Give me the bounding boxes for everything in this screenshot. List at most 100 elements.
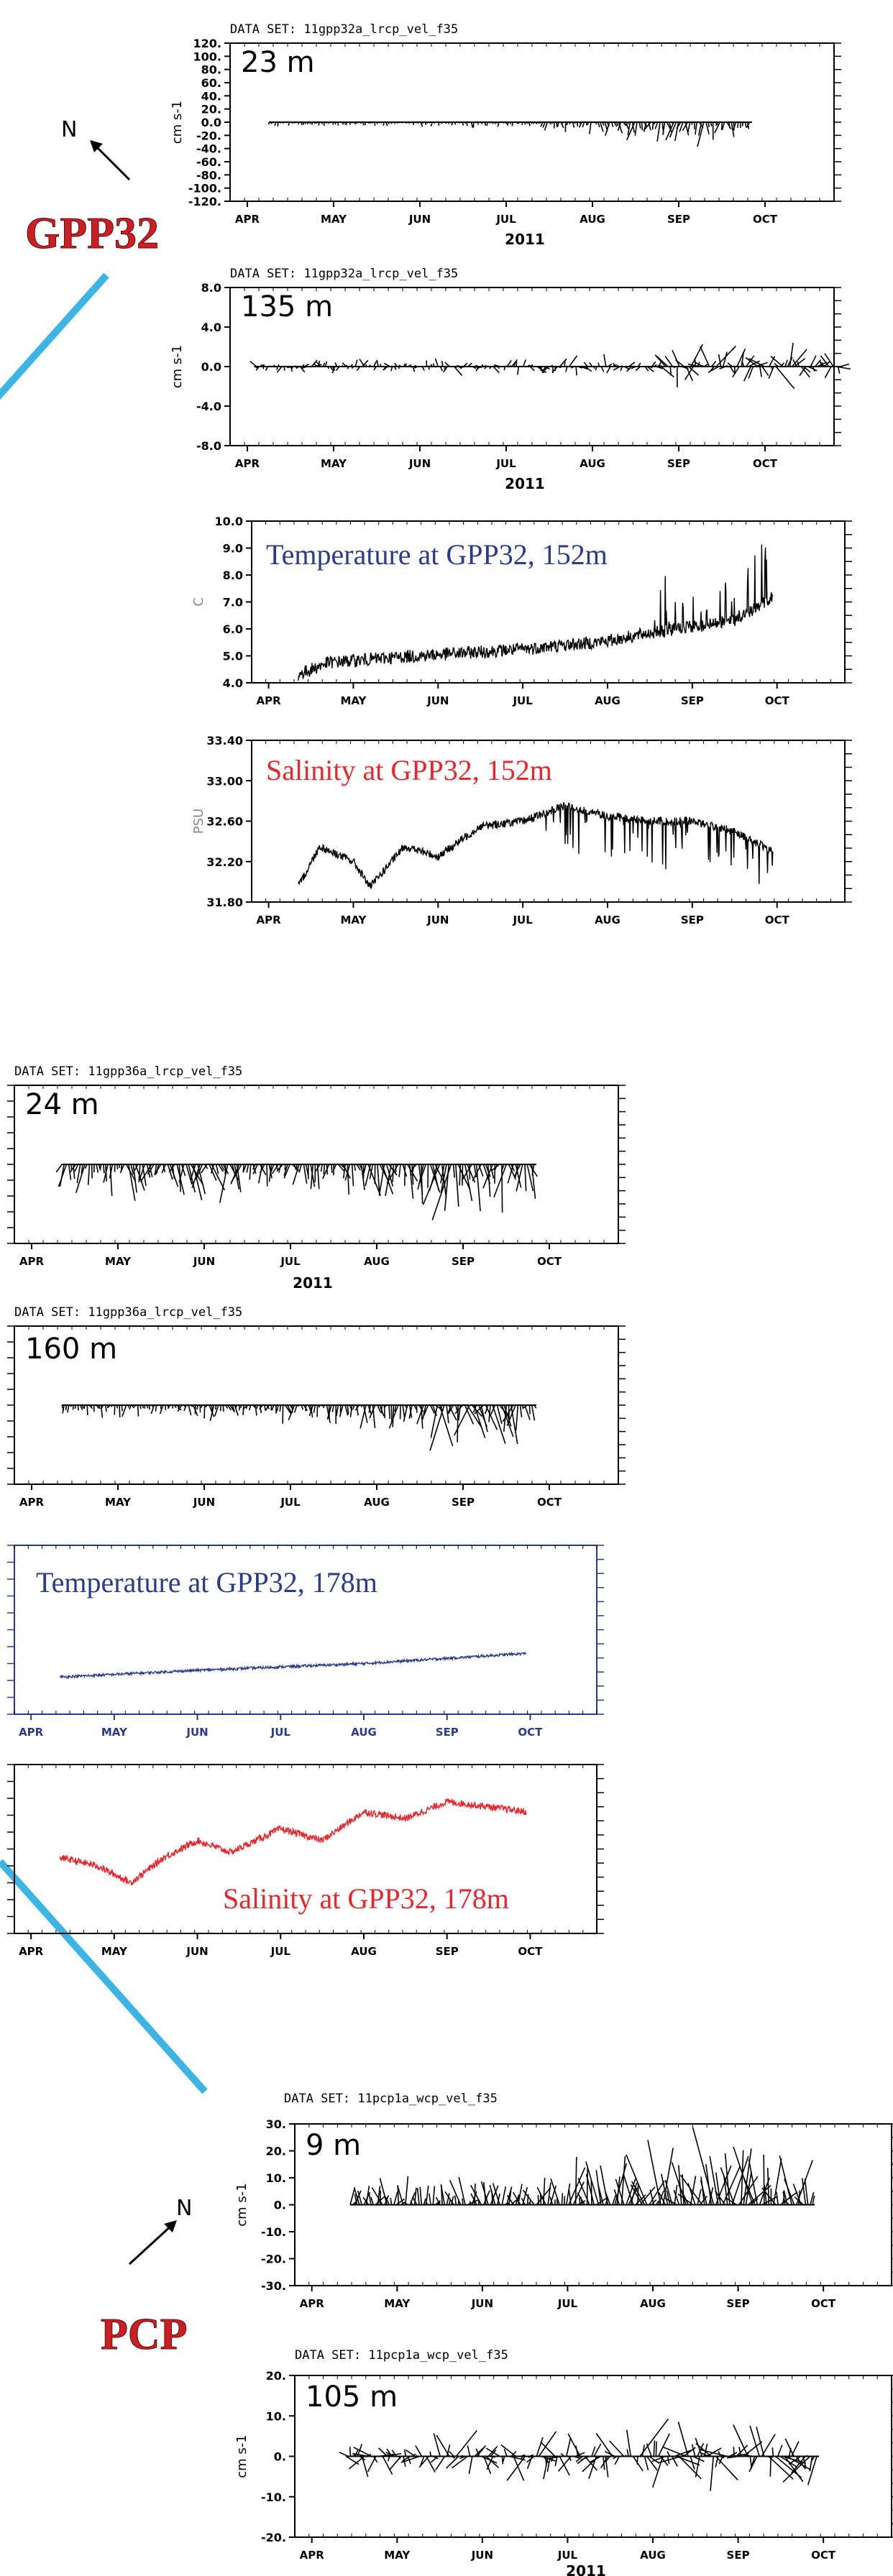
velocity-stick bbox=[62, 1404, 65, 1414]
velocity-stick bbox=[168, 1164, 175, 1173]
velocity-stick bbox=[443, 366, 448, 373]
velocity-stick bbox=[526, 121, 528, 124]
velocity-stick bbox=[715, 121, 718, 126]
y-tick-label: 20. bbox=[266, 2145, 286, 2158]
velocity-stick bbox=[335, 366, 340, 372]
velocity-stick bbox=[291, 121, 293, 124]
velocity-stick bbox=[278, 364, 280, 367]
velocity-stick bbox=[255, 366, 260, 371]
y-axis-label: PSU bbox=[191, 809, 206, 834]
velocity-stick bbox=[490, 2185, 499, 2205]
velocity-stick bbox=[288, 1404, 296, 1421]
velocity-stick bbox=[605, 2191, 611, 2205]
velocity-stick bbox=[475, 366, 480, 372]
x-tick-label: SEP bbox=[727, 2549, 750, 2562]
velocity-stick bbox=[633, 2455, 636, 2458]
velocity-stick bbox=[356, 366, 361, 372]
y-tick-label: -20. bbox=[196, 129, 221, 142]
velocity-stick bbox=[583, 362, 588, 367]
velocity-stick bbox=[478, 1164, 484, 1177]
velocity-stick bbox=[485, 2455, 500, 2468]
velocity-stick bbox=[695, 121, 697, 135]
velocity-stick bbox=[119, 1164, 125, 1174]
velocity-stick bbox=[246, 1164, 249, 1173]
velocity-stick bbox=[444, 362, 450, 367]
velocity-stick bbox=[770, 355, 784, 367]
velocity-stick bbox=[714, 121, 720, 134]
velocity-stick bbox=[743, 2148, 752, 2205]
y-tick-label: 32.20 bbox=[206, 855, 243, 869]
velocity-stick bbox=[520, 2454, 526, 2457]
velocity-stick bbox=[380, 121, 383, 124]
velocity-stick bbox=[178, 1164, 185, 1183]
velocity-stick bbox=[799, 366, 807, 377]
velocity-stick bbox=[537, 121, 540, 124]
x-tick-label: AUG bbox=[580, 213, 605, 226]
velocity-stick bbox=[361, 2456, 369, 2478]
velocity-stick bbox=[720, 2167, 736, 2205]
velocity-stick bbox=[440, 1164, 447, 1193]
velocity-stick bbox=[72, 1404, 74, 1410]
velocity-stick bbox=[837, 366, 841, 374]
velocity-stick bbox=[454, 366, 463, 376]
y-axis-label: cm s-1 bbox=[234, 2434, 249, 2478]
velocity-stick bbox=[490, 1164, 500, 1172]
velocity-stick bbox=[388, 1404, 391, 1420]
north-label: N bbox=[61, 117, 77, 142]
velocity-stick bbox=[780, 362, 785, 367]
velocity-stick bbox=[646, 2443, 652, 2457]
x-tick-label: AUG bbox=[595, 694, 620, 707]
velocity-stick bbox=[462, 2198, 464, 2205]
velocity-stick bbox=[379, 121, 381, 124]
series-line bbox=[298, 544, 774, 681]
velocity-stick bbox=[625, 121, 629, 130]
y-tick-label: -30. bbox=[261, 2279, 286, 2293]
velocity-stick bbox=[380, 1404, 383, 1414]
velocity-stick bbox=[431, 1164, 452, 1220]
velocity-stick bbox=[554, 2456, 558, 2467]
velocity-stick bbox=[679, 2174, 703, 2205]
velocity-stick bbox=[493, 364, 500, 367]
x-tick-label: SEP bbox=[667, 213, 690, 226]
velocity-stick bbox=[378, 1164, 385, 1196]
velocity-stick bbox=[393, 366, 397, 370]
velocity-stick bbox=[354, 359, 358, 367]
velocity-stick bbox=[414, 364, 416, 367]
velocity-stick bbox=[461, 1164, 472, 1181]
velocity-stick bbox=[656, 121, 661, 142]
velocity-stick bbox=[510, 1404, 518, 1445]
velocity-stick bbox=[252, 1164, 256, 1170]
velocity-stick bbox=[352, 2453, 370, 2457]
velocity-stick bbox=[271, 1164, 279, 1174]
velocity-stick bbox=[603, 354, 607, 367]
velocity-stick bbox=[592, 121, 595, 124]
velocity-stick bbox=[654, 121, 659, 129]
x-tick-label: JUL bbox=[495, 457, 516, 470]
velocity-stick bbox=[286, 121, 288, 124]
velocity-stick bbox=[587, 121, 590, 126]
velocity-stick bbox=[639, 2418, 669, 2457]
velocity-stick bbox=[692, 2127, 715, 2205]
x-tick-label: JUN bbox=[193, 1255, 215, 1268]
velocity-stick bbox=[501, 2456, 504, 2465]
velocity-stick bbox=[557, 121, 559, 127]
velocity-stick bbox=[470, 121, 474, 129]
y-tick-label: -20. bbox=[261, 2531, 286, 2544]
velocity-stick bbox=[227, 1404, 232, 1411]
velocity-stick bbox=[777, 2444, 783, 2457]
velocity-stick bbox=[566, 2437, 572, 2457]
panel-title: Salinity at GPP32, 178m bbox=[223, 1882, 509, 1915]
velocity-stick bbox=[510, 2450, 517, 2457]
velocity-stick bbox=[220, 1164, 225, 1171]
velocity-stick bbox=[623, 2173, 634, 2205]
velocity-stick bbox=[418, 2455, 429, 2468]
velocity-stick bbox=[784, 2438, 794, 2457]
velocity-stick bbox=[542, 366, 547, 372]
velocity-stick bbox=[631, 2181, 646, 2205]
velocity-stick bbox=[515, 1404, 519, 1431]
velocity-stick bbox=[771, 2447, 774, 2457]
velocity-stick bbox=[387, 2456, 390, 2462]
velocity-stick bbox=[613, 2455, 618, 2460]
velocity-stick bbox=[336, 1404, 339, 1417]
velocity-stick bbox=[840, 363, 850, 367]
